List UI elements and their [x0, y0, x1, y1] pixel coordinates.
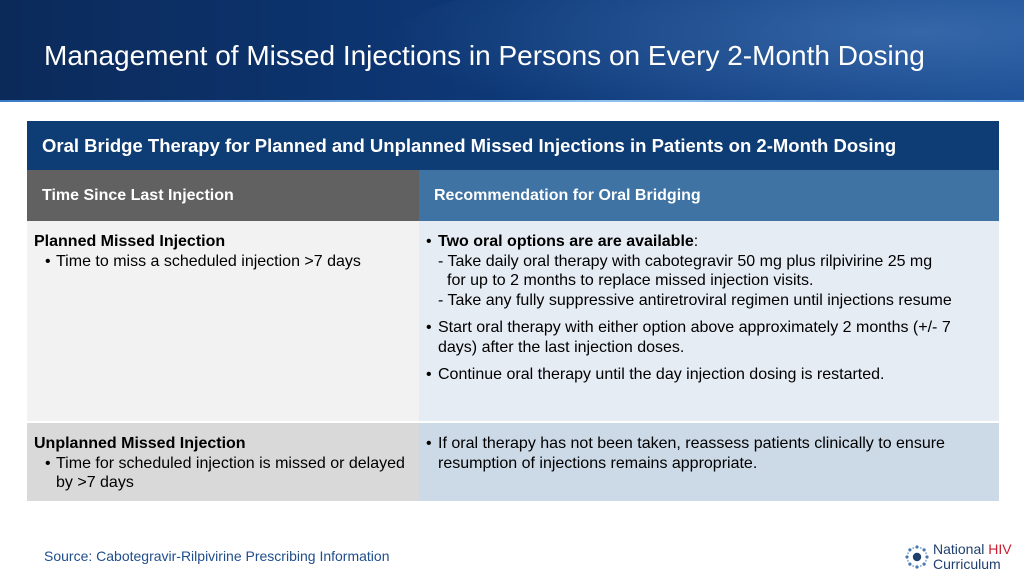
- logo-word-national: National: [933, 541, 989, 557]
- recommendation-text: Continue oral therapy until the day inje…: [438, 366, 885, 383]
- recommendation-text: Start oral therapy with either option ab…: [438, 319, 951, 356]
- national-hiv-curriculum-logo: National HIV Curriculum: [904, 541, 1016, 573]
- options-lead: Two oral options are are available: [438, 233, 694, 250]
- logo-word-curriculum: Curriculum: [933, 556, 1001, 572]
- spacer: [426, 357, 991, 365]
- planned-recommendation-cell: • Two oral options are are available: - …: [419, 221, 999, 423]
- row-heading-planned: Planned Missed Injection: [34, 233, 226, 250]
- list-item: • Time to miss a scheduled injection >7 …: [34, 252, 411, 272]
- table-header-row: Time Since Last Injection Recommendation…: [27, 170, 999, 221]
- table-row: Planned Missed Injection • Time to miss …: [27, 221, 999, 423]
- list-item: • Start oral therapy with either option …: [426, 318, 991, 357]
- recommendation-text: If oral therapy has not been taken, reas…: [438, 435, 945, 472]
- column-header-time: Time Since Last Injection: [27, 170, 419, 221]
- bullet-glyph: •: [426, 366, 432, 383]
- bullet-glyph: •: [45, 252, 51, 270]
- spacer: [426, 310, 991, 318]
- criteria-text: Time to miss a scheduled injection >7 da…: [56, 252, 361, 270]
- bullet-glyph: •: [426, 435, 432, 452]
- bullet-glyph: •: [426, 233, 432, 250]
- table-banner: Oral Bridge Therapy for Planned and Unpl…: [27, 121, 999, 170]
- logo-wordmark: National HIV Curriculum: [933, 542, 1012, 572]
- list-item: • Time for scheduled injection is missed…: [34, 454, 411, 493]
- criteria-text: Time for scheduled injection is missed o…: [56, 454, 405, 492]
- unplanned-time-cell: Unplanned Missed Injection • Time for sc…: [27, 423, 419, 501]
- bullet-glyph: •: [426, 319, 432, 336]
- unplanned-recommendation-cell: • If oral therapy has not been taken, re…: [419, 423, 999, 501]
- source-citation: Source: Cabotegravir-Rilpivirine Prescri…: [44, 548, 390, 564]
- slide-title: Management of Missed Injections in Perso…: [44, 40, 925, 71]
- row-heading-unplanned: Unplanned Missed Injection: [34, 435, 246, 452]
- table-row: Unplanned Missed Injection • Time for sc…: [27, 423, 999, 501]
- list-item: • If oral therapy has not been taken, re…: [426, 434, 991, 473]
- planned-time-cell: Planned Missed Injection • Time to miss …: [27, 221, 419, 423]
- option-line: for up to 2 months to replace missed inj…: [447, 272, 814, 289]
- options-lead-colon: :: [693, 233, 699, 250]
- header-decoration: [380, 0, 1024, 102]
- option-item: - Take daily oral therapy with cabotegra…: [438, 252, 991, 291]
- national-hiv-curriculum-logo-icon: [905, 545, 929, 569]
- oral-bridge-table: Oral Bridge Therapy for Planned and Unpl…: [27, 121, 999, 501]
- bullet-glyph: •: [45, 454, 51, 472]
- option-item: - Take any fully suppressive antiretrovi…: [438, 291, 952, 309]
- option-line: - Take daily oral therapy with cabotegra…: [438, 252, 933, 270]
- slide-header: Management of Missed Injections in Perso…: [0, 0, 1024, 102]
- list-item: • Continue oral therapy until the day in…: [426, 365, 991, 385]
- header-accent-line: [0, 100, 1024, 102]
- list-item: • Two oral options are are available: - …: [426, 232, 991, 310]
- column-header-recommendation: Recommendation for Oral Bridging: [419, 170, 999, 221]
- logo-word-hiv: HIV: [988, 541, 1012, 557]
